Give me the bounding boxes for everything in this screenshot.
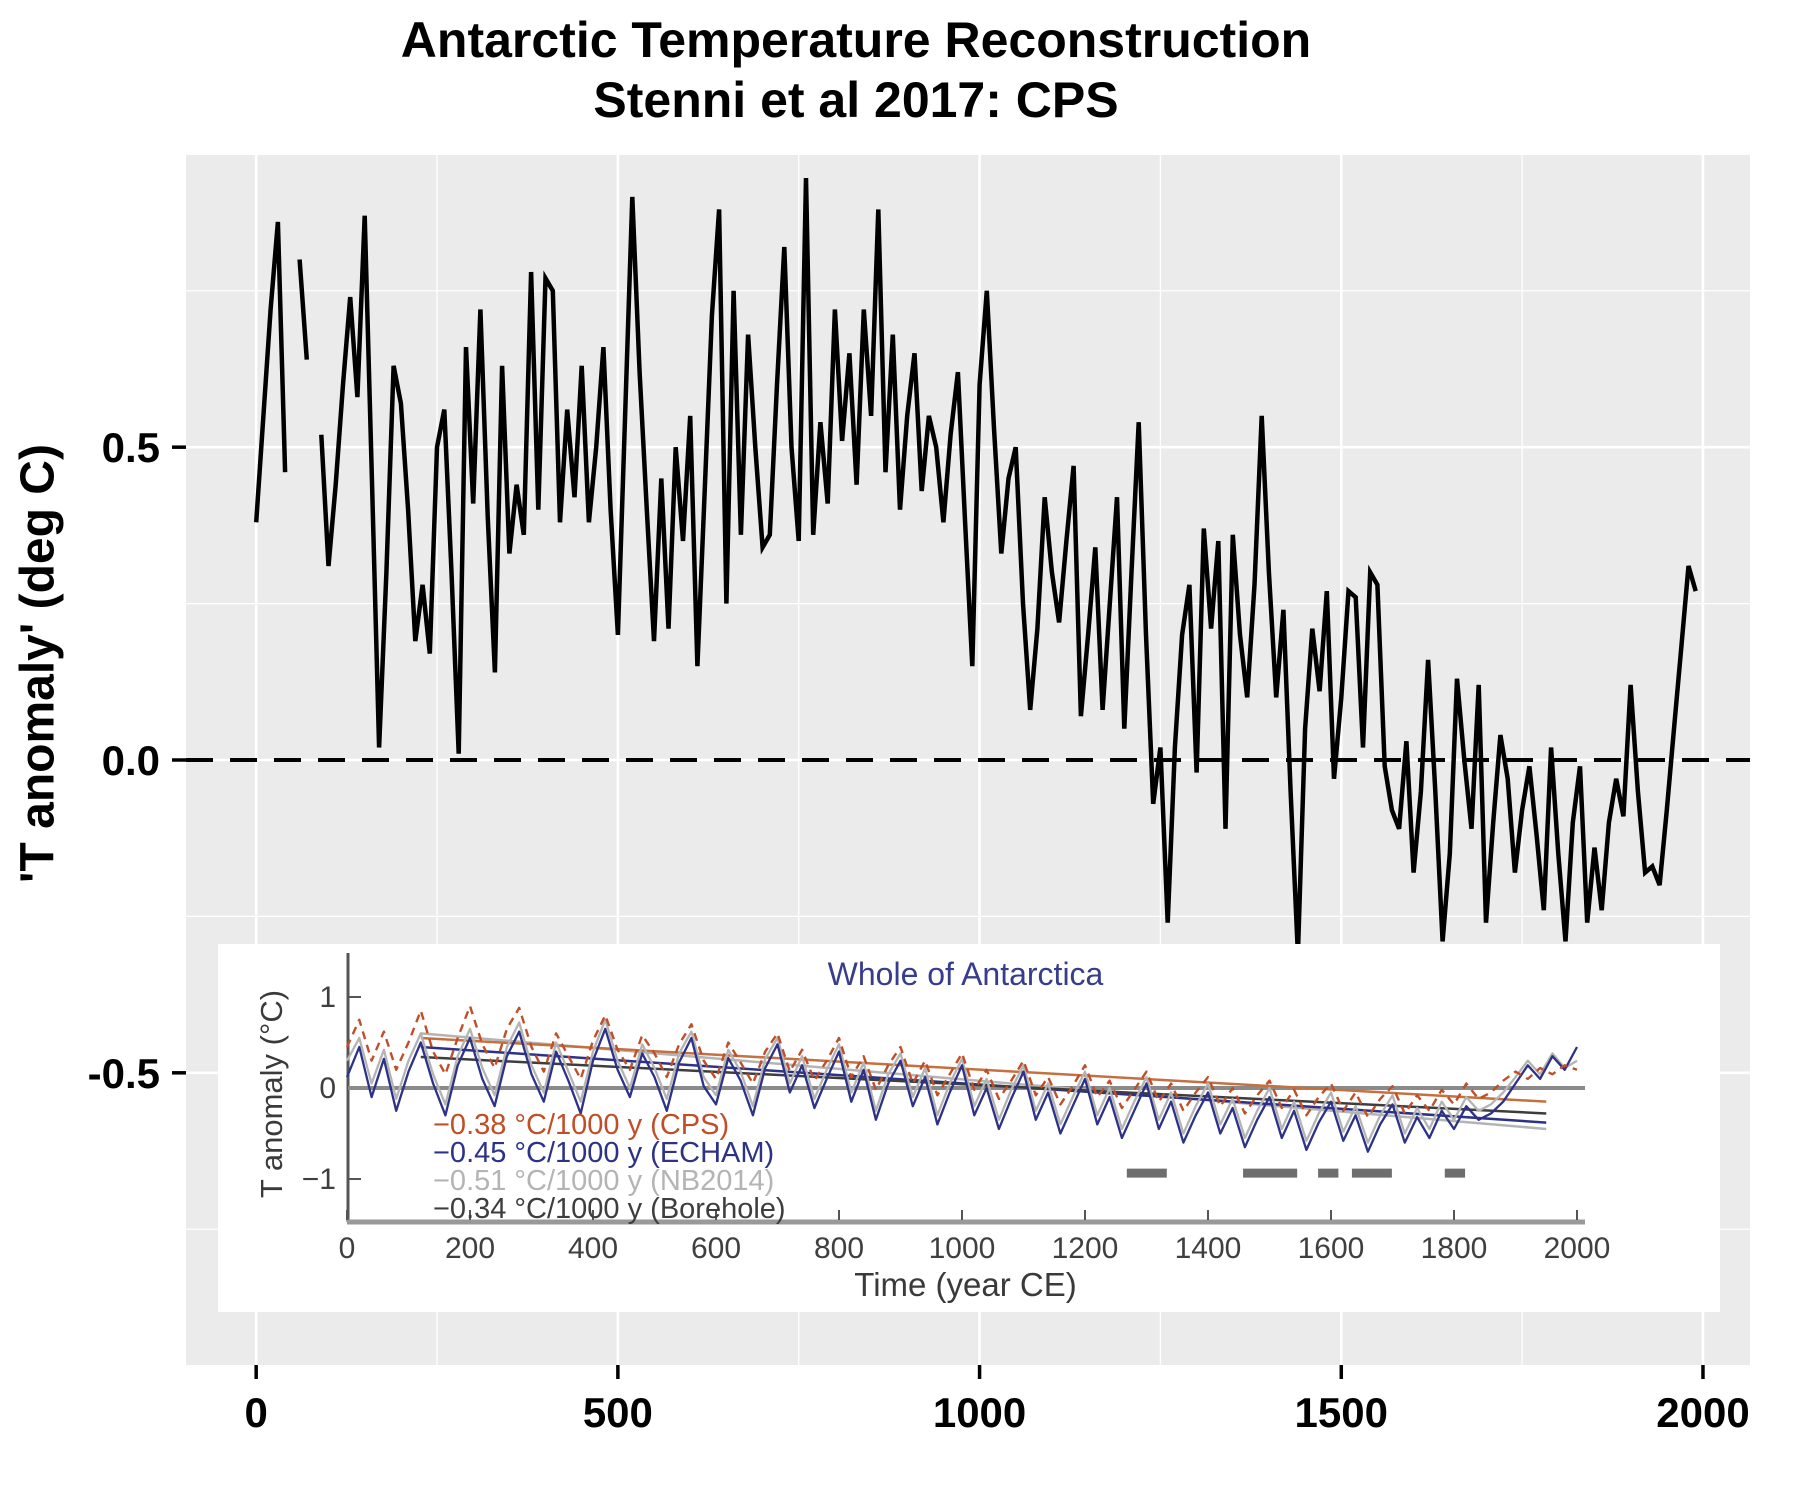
x-tick-label: 2000 [1656, 1389, 1749, 1436]
inset-legend-item-borehole: −0.34 °C/1000 y (Borehole) [433, 1193, 786, 1225]
inset-x-tick-label: 2000 [1544, 1232, 1611, 1265]
x-tick-label: 500 [583, 1389, 653, 1436]
inset-x-tick-label: 1800 [1421, 1232, 1488, 1265]
inset-x-tick-label: 1000 [929, 1232, 996, 1265]
inset-legend-item-echam: −0.45 °C/1000 y (ECHAM) [433, 1137, 775, 1169]
inset-legend-item-cps: −0.38 °C/1000 y (CPS) [433, 1109, 730, 1141]
inset-x-tick-label: 1600 [1298, 1232, 1365, 1265]
inset-y-tick-label: 0 [319, 1072, 336, 1105]
inset-y-tick-label: −1 [302, 1163, 336, 1196]
inset-background [218, 944, 1720, 1312]
y-tick-label: -0.5 [88, 1050, 160, 1097]
inset-significance-bar [1351, 1168, 1392, 1178]
inset-title: Whole of Antarctica [827, 956, 1104, 992]
x-tick-label: 1000 [933, 1389, 1026, 1436]
inset-significance-bar [1318, 1168, 1339, 1178]
inset-trend-line [420, 1036, 1547, 1103]
main-series-line [297, 259, 310, 360]
inset-x-tick-label: 400 [568, 1232, 618, 1265]
inset-x-tick-label: 600 [691, 1232, 741, 1265]
x-tick-label: 0 [244, 1389, 267, 1436]
inset-x-axis-title: Time (year CE) [854, 1266, 1077, 1303]
inset-series-echam [345, 1027, 1579, 1153]
inset-significance-bar [1126, 1168, 1167, 1178]
inset-x-tick-label: 800 [814, 1232, 864, 1265]
inset-series-cps [345, 1004, 1578, 1119]
y-axis-title: 'T anomaly' (deg C) [11, 444, 65, 883]
inset-x-tick-label: 0 [339, 1232, 356, 1265]
inset-significance-bar [1243, 1168, 1298, 1178]
main-series-line [319, 178, 1698, 955]
chart-title-line1: Antarctic Temperature Reconstruction [400, 12, 1312, 68]
y-tick-label: 0.5 [102, 424, 160, 471]
inset-legend-item-nb2014: −0.51 °C/1000 y (NB2014) [433, 1165, 775, 1197]
chart-title: Antarctic Temperature Reconstruction Ste… [0, 10, 1712, 130]
inset-x-tick-label: 1400 [1175, 1232, 1242, 1265]
inset-y-tick-label: 1 [319, 981, 336, 1014]
inset-x-tick-label: 200 [445, 1232, 495, 1265]
chart-title-line2: Stenni et al 2017: CPS [593, 72, 1119, 128]
inset-x-tick-label: 1200 [1052, 1232, 1119, 1265]
y-tick-label: 0.0 [102, 737, 160, 784]
main-series-line [253, 221, 288, 523]
x-tick-label: 1500 [1295, 1389, 1388, 1436]
inset-significance-bar [1444, 1168, 1466, 1178]
inset-y-axis-title: T anomaly (°C) [254, 989, 289, 1199]
inset-series-nb2014 [345, 1018, 1578, 1144]
